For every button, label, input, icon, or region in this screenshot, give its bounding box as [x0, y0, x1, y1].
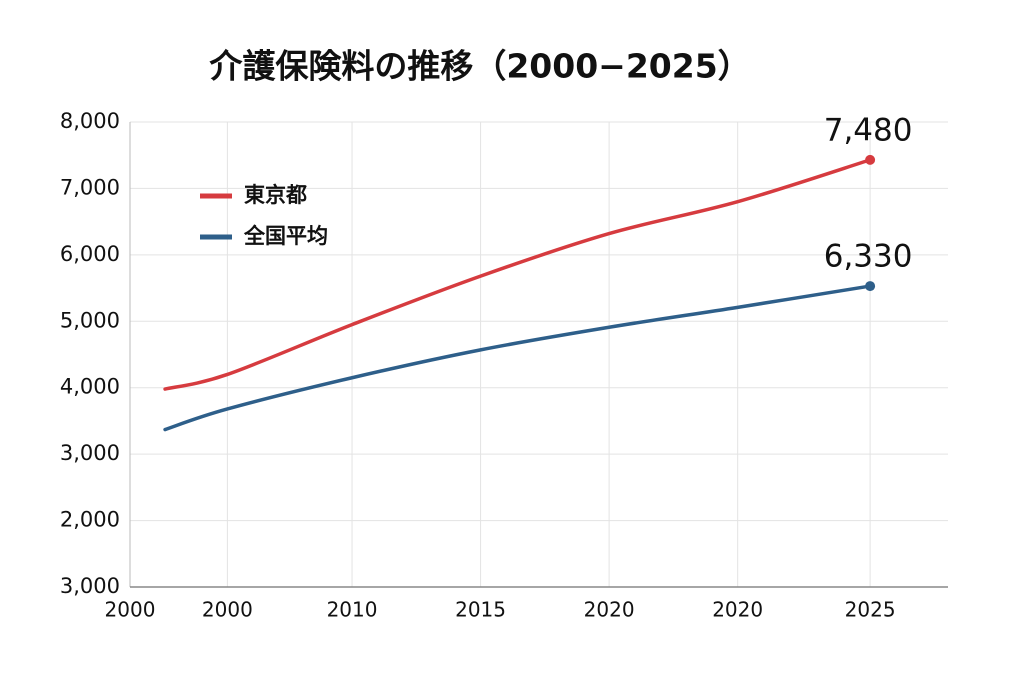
y-tick-label: 6,000	[60, 242, 120, 266]
y-tick-label: 5,000	[60, 308, 120, 332]
x-tick-label: 2025	[845, 598, 896, 622]
x-tick-label: 2020	[712, 598, 763, 622]
end-marker	[865, 154, 876, 165]
x-tick-label: 2010	[327, 598, 378, 622]
x-tick-label: 2015	[455, 598, 506, 622]
end-annotation: 6,330	[824, 239, 913, 275]
x-tick-label: 2020	[584, 598, 635, 622]
end-marker	[865, 281, 876, 292]
y-tick-label: 2,000	[60, 508, 120, 532]
legend-label: 東京都	[244, 183, 307, 207]
y-tick-label: 3,000	[60, 441, 120, 465]
legend-label: 全国平均	[243, 224, 328, 248]
series-line	[163, 158, 872, 391]
x-tick-label: 2000	[105, 598, 156, 622]
x-tick-label: 2000	[202, 598, 253, 622]
series-line	[163, 284, 872, 432]
y-tick-label: 7,000	[60, 175, 120, 199]
y-tick-label: 4,000	[60, 375, 120, 399]
y-tick-label: 8,000	[60, 109, 120, 133]
chart-title: 介護保険料の推移（2000−2025）	[209, 47, 750, 86]
end-annotation: 7,480	[824, 112, 913, 148]
y-tick-label: 3,000	[60, 574, 120, 598]
